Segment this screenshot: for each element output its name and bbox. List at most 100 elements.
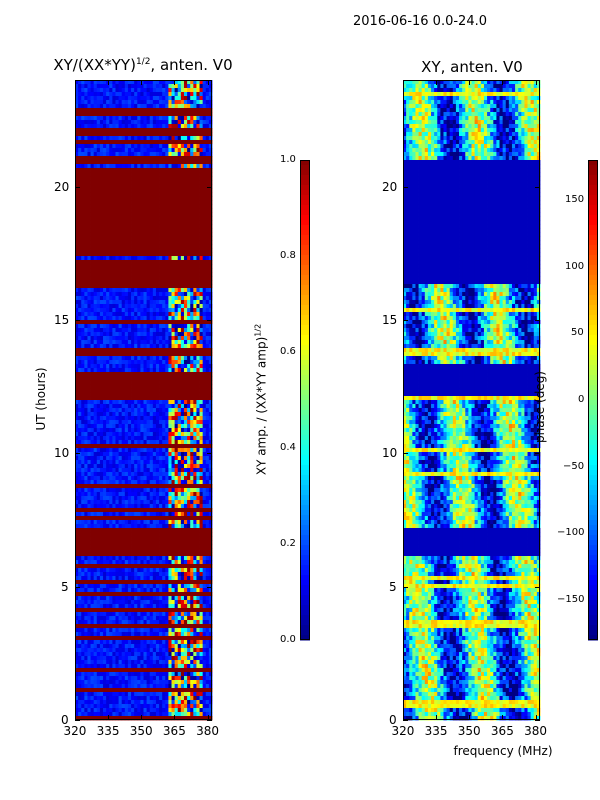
heatmap-cell: [93, 128, 98, 133]
heatmap-cell: [190, 372, 194, 377]
heatmap-cell: [106, 256, 110, 261]
heatmap-cell: [149, 260, 154, 265]
heatmap-cell: [75, 420, 79, 425]
heatmap-cell: [124, 204, 129, 209]
heatmap-cell: [90, 216, 95, 221]
heatmap-cell: [103, 376, 107, 381]
heatmap-cell: [112, 392, 116, 397]
heatmap-cell: [202, 384, 207, 389]
heatmap-cell: [103, 192, 107, 197]
heatmap-cell: [149, 144, 154, 149]
heatmap-cell: [106, 96, 110, 101]
heatmap-cell: [165, 232, 169, 237]
heatmap-cell: [124, 404, 129, 409]
heatmap-cell: [124, 140, 129, 145]
heatmap-cell: [143, 156, 148, 161]
heatmap-cell: [205, 448, 210, 453]
heatmap-cell: [75, 168, 79, 173]
heatmap-cell: [87, 296, 91, 301]
heatmap-cell: [87, 156, 91, 161]
heatmap-cell: [174, 384, 179, 389]
heatmap-cell: [196, 212, 200, 217]
heatmap-cell: [155, 324, 160, 329]
heatmap-cell: [177, 188, 182, 193]
heatmap-cell: [115, 196, 119, 201]
heatmap-cell: [162, 164, 166, 169]
heatmap-cell: [149, 416, 154, 421]
heatmap-cell: [199, 80, 204, 85]
heatmap-cell: [143, 168, 148, 173]
heatmap-cell: [131, 280, 135, 285]
heatmap-cell: [140, 84, 144, 89]
heatmap-cell: [193, 204, 197, 209]
heatmap-cell: [152, 296, 157, 301]
heatmap-cell: [177, 360, 182, 365]
heatmap-cell: [165, 216, 169, 221]
heatmap-cell: [121, 272, 126, 277]
heatmap-cell: [115, 284, 119, 289]
heatmap-cell: [103, 372, 107, 377]
heatmap-cell: [205, 132, 210, 137]
heatmap-cell: [190, 424, 194, 429]
heatmap-cell: [103, 364, 107, 369]
heatmap-cell: [131, 416, 135, 421]
heatmap-cell: [106, 208, 110, 213]
heatmap-cell: [168, 368, 172, 373]
heatmap-cell: [155, 300, 160, 305]
heatmap-cell: [187, 232, 191, 237]
heatmap-cell: [131, 376, 135, 381]
heatmap-cell: [193, 196, 197, 201]
heatmap-cell: [96, 168, 101, 173]
heatmap-cell: [140, 268, 144, 273]
heatmap-cell: [112, 124, 116, 129]
heatmap-cell: [137, 140, 141, 145]
heatmap-cell: [87, 272, 91, 277]
heatmap-cell: [81, 92, 85, 97]
heatmap-cell: [149, 216, 154, 221]
heatmap-cell: [109, 316, 113, 321]
heatmap-cell: [171, 276, 176, 281]
heatmap-cell: [177, 388, 182, 393]
heatmap-cell: [118, 128, 123, 133]
heatmap-cell: [196, 120, 200, 125]
heatmap-cell: [93, 276, 98, 281]
heatmap-cell: [168, 308, 172, 313]
heatmap-cell: [190, 388, 194, 393]
heatmap-cell: [103, 208, 107, 213]
heatmap-cell: [177, 100, 182, 105]
heatmap-cell: [75, 196, 79, 201]
heatmap-cell: [146, 84, 151, 89]
heatmap-cell: [109, 340, 113, 345]
heatmap-cell: [168, 180, 172, 185]
heatmap-cell: [202, 412, 207, 417]
heatmap-cell: [96, 84, 101, 89]
heatmap-cell: [96, 428, 101, 433]
heatmap-cell: [96, 96, 101, 101]
heatmap-cell: [140, 412, 144, 417]
heatmap-cell: [140, 296, 144, 301]
heatmap-cell: [205, 180, 210, 185]
heatmap-cell: [168, 244, 172, 249]
heatmap-cell: [159, 176, 163, 181]
heatmap-cell: [177, 380, 182, 385]
heatmap-cell: [177, 104, 182, 109]
heatmap-cell: [143, 448, 148, 453]
heatmap-cell: [152, 232, 157, 237]
heatmap-cell: [109, 220, 113, 225]
heatmap-cell: [81, 108, 85, 113]
heatmap-cell: [127, 240, 132, 245]
heatmap-cell: [87, 464, 91, 469]
heatmap-cell: [131, 424, 135, 429]
heatmap-cell: [193, 388, 197, 393]
heatmap-cell: [84, 268, 88, 273]
heatmap-cell: [81, 228, 85, 233]
heatmap-cell: [183, 360, 188, 365]
heatmap-cell: [131, 436, 135, 441]
heatmap-cell: [131, 328, 135, 333]
heatmap-cell: [193, 336, 197, 341]
heatmap-cell: [165, 404, 169, 409]
heatmap-cell: [140, 308, 144, 313]
heatmap-cell: [162, 140, 166, 145]
heatmap-cell: [152, 444, 157, 449]
heatmap-cell: [162, 96, 166, 101]
